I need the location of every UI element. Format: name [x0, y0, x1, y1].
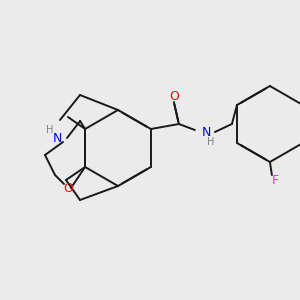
Text: H: H	[207, 137, 214, 147]
Text: N: N	[52, 131, 62, 145]
Text: O: O	[63, 182, 73, 194]
Text: N: N	[202, 125, 212, 139]
Text: H: H	[46, 125, 54, 135]
Text: O: O	[169, 91, 179, 103]
Text: F: F	[271, 173, 278, 187]
